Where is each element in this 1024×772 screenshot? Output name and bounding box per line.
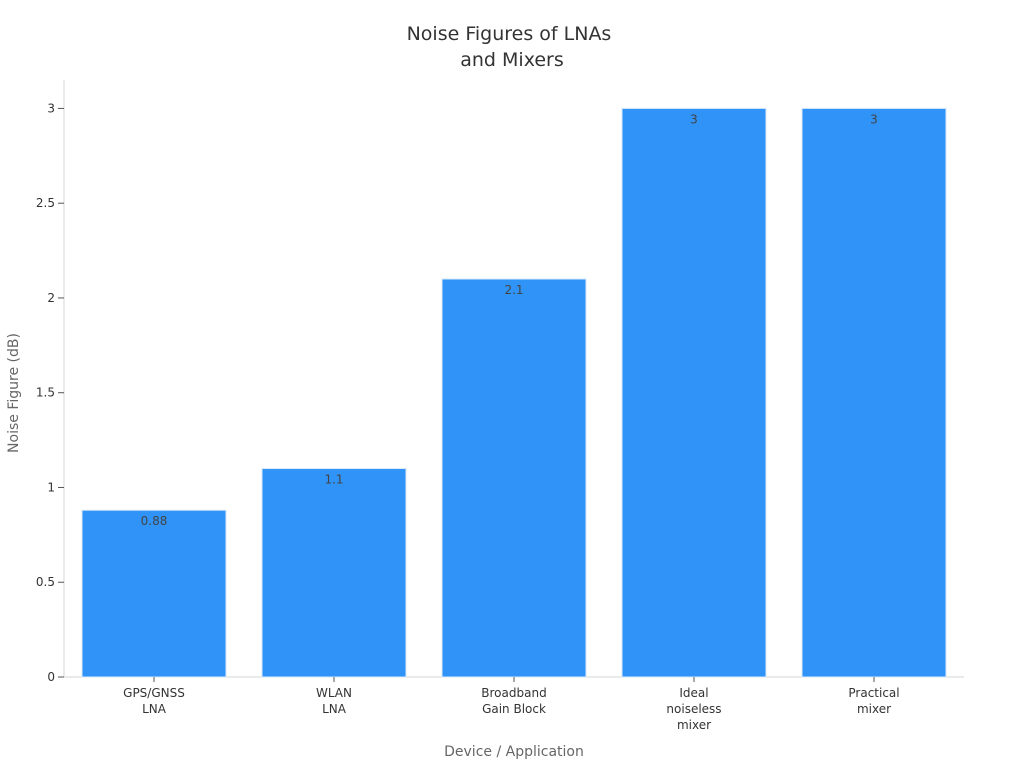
x-tick-label-line: mixer bbox=[857, 702, 891, 716]
chart-title-line-2: and Mixers bbox=[460, 49, 564, 71]
y-tick-label: 2.5 bbox=[36, 196, 55, 210]
data-label: 1.1 bbox=[324, 473, 343, 487]
y-tick-label: 2 bbox=[47, 291, 55, 305]
y-tick-label: 3 bbox=[47, 101, 55, 115]
x-tick-label-line: Ideal bbox=[679, 686, 708, 700]
bar bbox=[441, 278, 587, 678]
bars-group: 0.88 1.1 2.1 3 3 bbox=[81, 107, 947, 678]
x-tick-label-line: WLAN bbox=[316, 686, 352, 700]
data-label: 2.1 bbox=[504, 283, 523, 297]
x-tick-label-line: LNA bbox=[142, 702, 167, 716]
data-label: 3 bbox=[870, 112, 878, 126]
x-tick-label-line: GPS/GNSS bbox=[123, 686, 185, 700]
x-tick-label-line: mixer bbox=[677, 718, 711, 732]
x-axis-title: Device / Application bbox=[444, 744, 584, 760]
x-tick-label: Ideal noiseless mixer bbox=[666, 686, 721, 732]
y-axis-title: Noise Figure (dB) bbox=[6, 333, 22, 453]
bar bbox=[801, 107, 947, 678]
x-tick-label-line: Gain Block bbox=[482, 702, 546, 716]
chart-title-line-1: Noise Figures of LNAs bbox=[407, 23, 612, 45]
x-tick-label: Broadband Gain Block bbox=[481, 686, 546, 716]
data-label: 0.88 bbox=[141, 514, 168, 528]
bar bbox=[261, 468, 407, 678]
x-tick-label: GPS/GNSS LNA bbox=[123, 686, 185, 716]
x-tick-label-line: noiseless bbox=[666, 702, 721, 716]
x-tick-label-line: LNA bbox=[322, 702, 347, 716]
y-tick-label: 0 bbox=[47, 670, 55, 684]
x-tick-label: Practical mixer bbox=[848, 686, 899, 716]
y-tick-label: 0.5 bbox=[36, 575, 55, 589]
x-axis-labels: GPS/GNSS LNA WLAN LNA Broadband Gain Block Ide… bbox=[123, 677, 900, 732]
chart-title: Noise Figures of LNAs and Mixers bbox=[407, 23, 618, 71]
y-tick-label: 1.5 bbox=[36, 386, 55, 400]
bar bbox=[621, 107, 767, 678]
data-label: 3 bbox=[690, 112, 698, 126]
x-tick-label-line: Broadband bbox=[481, 686, 546, 700]
bar bbox=[81, 509, 227, 678]
y-axis-ticks: 0 0.5 1 1.5 2 2.5 3 bbox=[36, 101, 64, 684]
y-tick-label: 1 bbox=[47, 480, 55, 494]
x-tick-label-line: Practical bbox=[848, 686, 899, 700]
x-tick-label: WLAN LNA bbox=[316, 686, 352, 716]
